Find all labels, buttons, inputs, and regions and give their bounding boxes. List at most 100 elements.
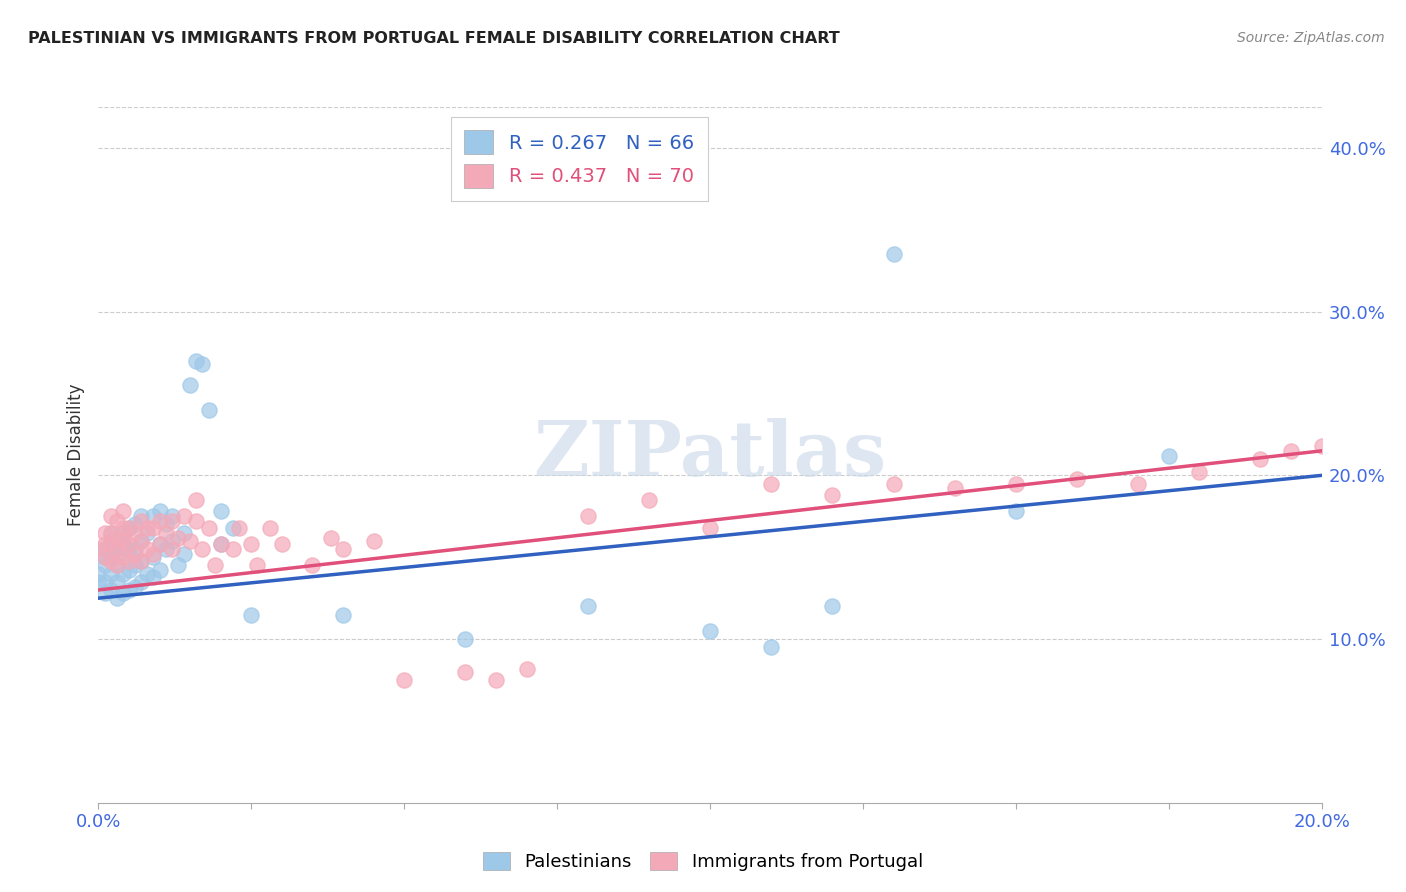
Point xyxy=(105,542,128,557)
Point xyxy=(142,570,165,584)
Point xyxy=(240,537,263,551)
Point xyxy=(124,580,146,594)
Point xyxy=(118,553,141,567)
Point xyxy=(129,533,152,548)
Point xyxy=(124,517,146,532)
Point xyxy=(179,378,201,392)
Point xyxy=(129,514,152,528)
Point xyxy=(100,550,122,565)
Point xyxy=(111,586,134,600)
Point xyxy=(124,558,146,573)
Point xyxy=(118,537,141,551)
Point xyxy=(149,514,172,528)
Point xyxy=(160,509,183,524)
Point xyxy=(1004,476,1026,491)
Point xyxy=(209,537,232,551)
Point xyxy=(100,566,122,581)
Point xyxy=(100,533,122,548)
Point xyxy=(1157,449,1180,463)
Point xyxy=(222,521,245,535)
Point xyxy=(454,632,477,646)
Point xyxy=(93,525,115,540)
Point xyxy=(576,599,599,614)
Point xyxy=(105,514,128,528)
Point xyxy=(105,574,128,589)
Point xyxy=(186,353,208,368)
Point xyxy=(124,542,146,557)
Point xyxy=(100,537,122,551)
Point xyxy=(118,542,141,557)
Point xyxy=(136,521,159,535)
Point xyxy=(222,542,245,557)
Point xyxy=(167,558,190,573)
Text: Source: ZipAtlas.com: Source: ZipAtlas.com xyxy=(1237,31,1385,45)
Point xyxy=(1279,443,1302,458)
Point xyxy=(100,553,122,567)
Point xyxy=(759,476,782,491)
Point xyxy=(1249,452,1271,467)
Point xyxy=(87,542,110,557)
Point xyxy=(576,509,599,524)
Point xyxy=(186,492,208,507)
Legend: Palestinians, Immigrants from Portugal: Palestinians, Immigrants from Portugal xyxy=(475,845,931,879)
Point xyxy=(821,488,844,502)
Point xyxy=(111,550,134,565)
Point xyxy=(699,624,721,638)
Point xyxy=(1310,439,1333,453)
Point xyxy=(209,504,232,518)
Point xyxy=(142,509,165,524)
Point xyxy=(160,533,183,548)
Point xyxy=(173,547,195,561)
Point xyxy=(142,521,165,535)
Point xyxy=(363,533,385,548)
Legend: R = 0.267   N = 66, R = 0.437   N = 70: R = 0.267 N = 66, R = 0.437 N = 70 xyxy=(451,117,707,202)
Point xyxy=(167,531,190,545)
Point xyxy=(105,591,128,606)
Point xyxy=(821,599,844,614)
Point xyxy=(160,542,183,557)
Point xyxy=(155,525,177,540)
Point xyxy=(149,563,172,577)
Point xyxy=(1188,465,1211,479)
Point xyxy=(93,550,115,565)
Point xyxy=(111,504,134,518)
Point xyxy=(111,521,134,535)
Point xyxy=(160,514,183,528)
Text: ZIPatlas: ZIPatlas xyxy=(533,418,887,491)
Point xyxy=(129,533,152,548)
Point xyxy=(129,509,152,524)
Point xyxy=(118,521,141,535)
Point xyxy=(93,537,115,551)
Point xyxy=(149,504,172,518)
Point xyxy=(259,521,281,535)
Point xyxy=(270,537,292,551)
Point xyxy=(93,558,115,573)
Point xyxy=(246,558,269,573)
Point xyxy=(149,537,172,551)
Point xyxy=(186,514,208,528)
Point xyxy=(209,537,232,551)
Point xyxy=(155,517,177,532)
Point xyxy=(1066,472,1088,486)
Point xyxy=(155,542,177,557)
Point xyxy=(454,665,477,679)
Point xyxy=(105,533,128,548)
Point xyxy=(197,403,219,417)
Point xyxy=(142,547,165,561)
Point xyxy=(118,521,141,535)
Point xyxy=(173,525,195,540)
Point xyxy=(136,542,159,557)
Point xyxy=(93,574,115,589)
Point xyxy=(87,566,110,581)
Point xyxy=(228,521,250,535)
Point xyxy=(93,542,115,557)
Point xyxy=(883,247,905,261)
Point xyxy=(100,525,122,540)
Text: PALESTINIAN VS IMMIGRANTS FROM PORTUGAL FEMALE DISABILITY CORRELATION CHART: PALESTINIAN VS IMMIGRANTS FROM PORTUGAL … xyxy=(28,31,839,46)
Point xyxy=(485,673,508,687)
Point xyxy=(111,547,134,561)
Point xyxy=(100,525,122,540)
Point xyxy=(699,521,721,535)
Point xyxy=(191,357,214,371)
Point xyxy=(197,521,219,535)
